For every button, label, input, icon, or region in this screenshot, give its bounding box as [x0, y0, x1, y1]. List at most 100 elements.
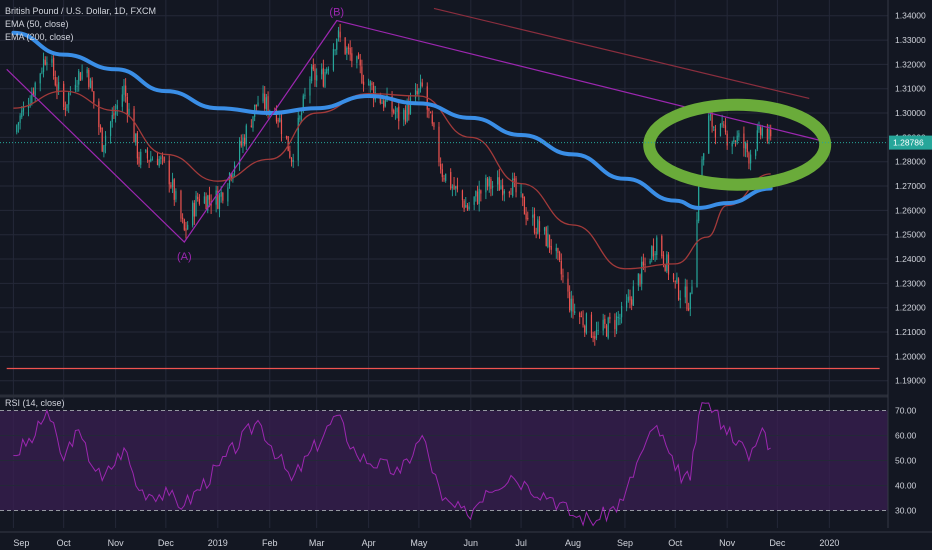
- candle-body: [160, 157, 162, 159]
- candle-body: [676, 277, 678, 283]
- candle-body: [277, 119, 279, 122]
- candle-body: [19, 115, 21, 123]
- candle-body: [515, 178, 517, 193]
- price-tick-label: 1.22000: [895, 303, 926, 313]
- candle-body: [309, 79, 311, 96]
- candle-body: [421, 82, 423, 87]
- candle-body: [58, 82, 60, 90]
- candle-body: [461, 190, 464, 201]
- candle-body: [136, 132, 138, 159]
- last-price-tag: [889, 135, 932, 150]
- candle-body: [562, 275, 564, 278]
- candle-body: [520, 191, 522, 193]
- candle-body: [590, 314, 593, 338]
- candle-body: [498, 177, 500, 191]
- candle-body: [207, 195, 209, 211]
- candle-body: [113, 113, 115, 116]
- candle-body: [115, 110, 117, 115]
- candle-body: [242, 137, 244, 146]
- candle-body: [17, 122, 20, 126]
- candle-body: [22, 106, 25, 112]
- price-tick-label: 1.34000: [895, 11, 926, 21]
- candle-body: [123, 85, 125, 95]
- candle-body: [252, 116, 254, 128]
- candle-body: [304, 94, 306, 97]
- candle-body: [419, 81, 422, 90]
- candle-body: [651, 246, 653, 260]
- price-tick-label: 1.28000: [895, 157, 926, 167]
- candle-body: [743, 133, 745, 149]
- candle-body: [46, 62, 48, 66]
- candle-body: [485, 177, 487, 193]
- candle-body: [522, 193, 524, 199]
- candle-body: [86, 69, 88, 74]
- candle-body: [88, 69, 90, 87]
- candle-body: [547, 233, 549, 247]
- time-tick-label: Dec: [158, 538, 175, 548]
- candle-body: [631, 299, 633, 305]
- candle-body: [300, 112, 303, 115]
- candle-body: [384, 99, 386, 107]
- candle-body: [758, 125, 760, 130]
- candle-body: [394, 112, 397, 114]
- candle-body: [290, 157, 293, 163]
- candle-body: [726, 133, 728, 146]
- candle-body: [53, 57, 55, 76]
- candle-body: [429, 112, 432, 114]
- candle-body: [64, 107, 66, 110]
- candle-body: [197, 196, 199, 200]
- candle-body: [744, 142, 747, 149]
- price-tick-label: 1.33000: [895, 35, 926, 45]
- candle-body: [585, 313, 588, 334]
- rsi-tick-label: 30.00: [895, 506, 917, 516]
- candle-body: [738, 133, 740, 138]
- candle-body: [502, 185, 504, 196]
- candle-body: [151, 159, 154, 161]
- candle-body: [414, 89, 417, 99]
- highlight-ellipse: [643, 98, 832, 191]
- candle-body: [550, 246, 552, 250]
- candle-body: [533, 213, 536, 233]
- candle-body: [756, 130, 758, 150]
- candle-body: [523, 197, 526, 215]
- candle-body: [463, 200, 465, 210]
- candle-body: [543, 227, 546, 231]
- candle-body: [391, 96, 393, 112]
- candle-body: [104, 135, 107, 146]
- candle-body: [431, 114, 433, 124]
- time-tick-label: Dec: [769, 538, 786, 548]
- candle-body: [346, 48, 348, 54]
- candle-body: [275, 110, 278, 122]
- candle-body: [409, 98, 412, 114]
- last-price-tag-label: 1.28786: [893, 138, 924, 148]
- candle-body: [369, 81, 371, 86]
- candle-body: [193, 203, 195, 217]
- candle-body: [466, 205, 469, 210]
- candle-body: [126, 96, 128, 115]
- candle-body: [686, 286, 688, 310]
- candle-body: [538, 221, 541, 232]
- candle-body: [321, 69, 323, 75]
- price-tick-label: 1.32000: [895, 59, 926, 69]
- price-tick-label: 1.27000: [895, 181, 926, 191]
- candle-body: [594, 336, 596, 340]
- candle-body: [185, 228, 187, 231]
- candle-body: [731, 142, 733, 147]
- candle-body: [639, 274, 641, 285]
- price-tick-label: 1.24000: [895, 254, 926, 264]
- rsi-legend: RSI (14, close): [5, 398, 65, 408]
- candle-body: [138, 156, 140, 164]
- candle-body: [649, 260, 651, 264]
- candle-body: [103, 145, 105, 153]
- candle-body: [455, 186, 457, 189]
- candle-body: [156, 158, 159, 166]
- candle-body: [453, 184, 455, 189]
- candle-body: [441, 169, 443, 178]
- candle-body: [222, 192, 224, 201]
- candle-body: [238, 140, 241, 165]
- candle-body: [512, 178, 514, 196]
- candle-body: [666, 254, 668, 272]
- candle-body: [478, 188, 480, 204]
- candle-body: [368, 84, 370, 86]
- candle-body: [398, 106, 400, 122]
